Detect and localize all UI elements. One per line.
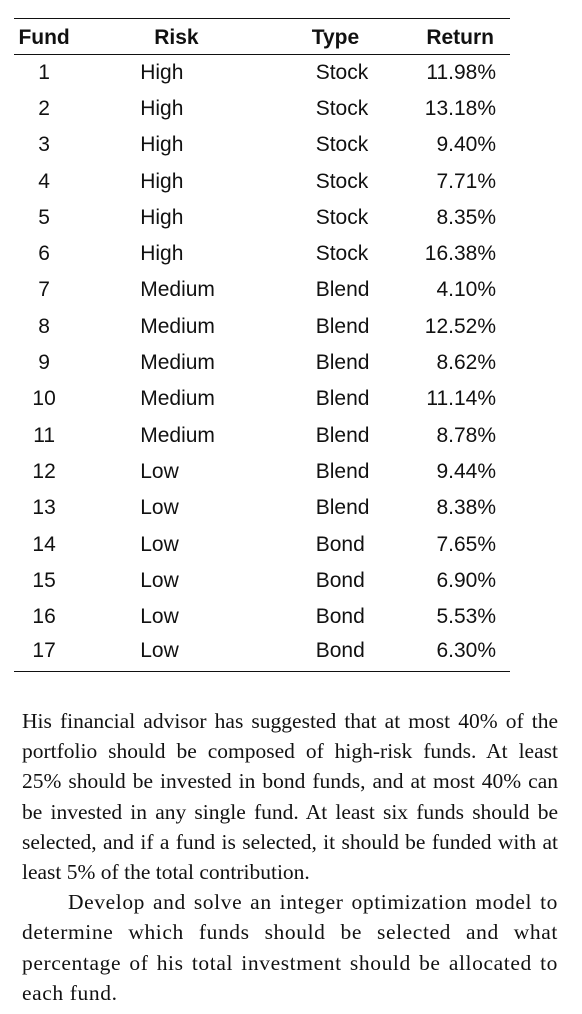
cell-fund: 2 — [38, 96, 50, 120]
table-row: 12 Low Blend 9.44% — [14, 454, 510, 490]
fund-table: Fund Risk Type Return 1 High Stock 11.98% 2 H… — [14, 18, 510, 672]
cell-risk: Medium — [140, 351, 215, 375]
cell-fund: 13 — [32, 496, 56, 520]
cell-type: Blend — [315, 278, 370, 302]
cell-fund: 7 — [38, 278, 50, 302]
cell-risk: High — [140, 133, 184, 157]
cell-risk: Medium — [140, 423, 215, 447]
header-fund: Fund — [14, 18, 75, 55]
table-row: 13 Low Blend 8.38% — [14, 490, 510, 526]
cell-fund: 1 — [38, 60, 50, 84]
cell-return: 6.30% — [436, 639, 496, 663]
cell-type: Blend — [315, 351, 370, 375]
cell-risk: High — [140, 205, 184, 229]
cell-risk: High — [140, 96, 184, 120]
cell-type: Bond — [315, 639, 365, 663]
cell-fund: 4 — [38, 169, 50, 193]
cell-return: 13.18% — [424, 96, 496, 120]
cell-return: 16.38% — [424, 242, 496, 266]
cell-risk: Low — [140, 532, 179, 556]
cell-fund: 16 — [32, 605, 56, 629]
cell-type: Bond — [315, 568, 365, 592]
table-header: Fund Risk Type Return — [14, 18, 510, 55]
cell-risk: Low — [140, 459, 179, 483]
cell-return: 9.40% — [436, 133, 496, 157]
cell-return: 5.53% — [436, 605, 496, 629]
cell-type: Stock — [315, 169, 369, 193]
cell-risk: High — [140, 169, 184, 193]
table-row: 11 Medium Blend 8.78% — [14, 417, 510, 453]
cell-return: 6.90% — [436, 568, 496, 592]
cell-fund: 12 — [32, 459, 56, 483]
table-row: 17 Low Bond 6.30% — [14, 635, 510, 671]
cell-fund: 5 — [38, 205, 50, 229]
cell-fund: 14 — [32, 532, 56, 556]
cell-type: Blend — [315, 387, 370, 411]
cell-return: 4.10% — [436, 278, 496, 302]
cell-risk: Medium — [140, 278, 215, 302]
cell-type: Stock — [315, 205, 369, 229]
cell-risk: Medium — [140, 314, 215, 338]
header-row: Fund Risk Type Return — [14, 18, 510, 55]
cell-fund: 11 — [33, 423, 56, 447]
cell-fund: 17 — [32, 639, 56, 663]
table-row: 7 Medium Blend 4.10% — [14, 272, 510, 308]
cell-type: Blend — [315, 459, 370, 483]
cell-return: 8.35% — [436, 205, 496, 229]
table-row: 16 Low Bond 5.53% — [14, 599, 510, 635]
cell-type: Stock — [315, 133, 369, 157]
cell-return: 7.65% — [436, 532, 496, 556]
cell-type: Stock — [315, 60, 369, 84]
table-row: 2 High Stock 13.18% — [14, 91, 510, 127]
cell-return: 8.62% — [436, 351, 496, 375]
cell-type: Blend — [315, 314, 370, 338]
cell-return: 7.71% — [436, 169, 496, 193]
cell-type: Stock — [315, 96, 369, 120]
cell-return: 11.98% — [426, 60, 496, 84]
header-return: Return — [424, 18, 510, 55]
table-row: 3 High Stock 9.40% — [14, 127, 510, 163]
table-row: 15 Low Bond 6.90% — [14, 563, 510, 599]
table-body: 1 High Stock 11.98% 2 High Stock 13.18% 3 High Sto… — [14, 55, 510, 672]
problem-text: His financial advisor has suggested that… — [22, 706, 558, 1008]
table-row: 9 Medium Blend 8.62% — [14, 345, 510, 381]
cell-type: Blend — [315, 496, 370, 520]
cell-fund: 3 — [38, 133, 50, 157]
cell-fund: 8 — [38, 314, 50, 338]
cell-risk: Low — [140, 639, 179, 663]
table-row: 1 High Stock 11.98% — [14, 55, 510, 91]
cell-risk: High — [140, 60, 184, 84]
cell-type: Bond — [315, 532, 365, 556]
paragraph-advisor-constraints: His financial advisor has suggested that… — [22, 709, 558, 885]
cell-risk: Low — [140, 496, 179, 520]
cell-fund: 9 — [38, 351, 50, 375]
table-row: 6 High Stock 16.38% — [14, 236, 510, 272]
cell-fund: 10 — [32, 387, 56, 411]
header-risk: Risk — [74, 18, 268, 55]
table-row: 8 Medium Blend 12.52% — [14, 309, 510, 345]
cell-risk: Low — [140, 568, 179, 592]
cell-fund: 15 — [32, 568, 56, 592]
table-row: 4 High Stock 7.71% — [14, 163, 510, 199]
table-row: 14 Low Bond 7.65% — [14, 526, 510, 562]
cell-return: 8.38% — [436, 496, 496, 520]
cell-risk: High — [140, 242, 184, 266]
header-type: Type — [267, 18, 425, 55]
cell-risk: Medium — [140, 387, 215, 411]
table-row: 5 High Stock 8.35% — [14, 200, 510, 236]
paragraph-task: Develop and solve an integer optimizatio… — [22, 890, 558, 1005]
cell-return: 12.52% — [424, 314, 496, 338]
cell-return: 11.14% — [426, 387, 496, 411]
cell-fund: 6 — [38, 242, 50, 266]
cell-risk: Low — [140, 605, 179, 629]
cell-return: 8.78% — [436, 423, 496, 447]
cell-type: Stock — [315, 242, 369, 266]
cell-type: Bond — [315, 605, 365, 629]
cell-type: Blend — [315, 423, 370, 447]
table-row: 10 Medium Blend 11.14% — [14, 381, 510, 417]
cell-return: 9.44% — [436, 459, 496, 483]
